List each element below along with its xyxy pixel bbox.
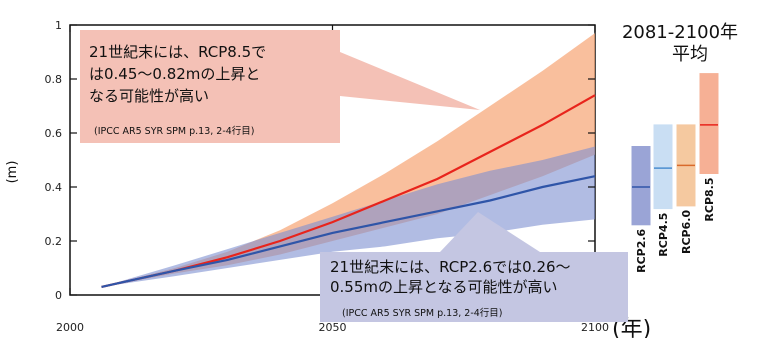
side-box-rcp45 [653,124,673,210]
x-axis-ticks: 2000 2050 2100 [56,25,609,334]
y-tick-label: 0.8 [45,73,63,86]
side-panel-subtitle: 平均 [672,44,708,65]
y-axis-ticks: 0 0.2 0.4 0.6 0.8 1 [45,19,595,302]
x-axis-label: (年) [612,317,651,338]
callout-rcp26-citation: (IPCC AR5 SYR SPM p.13, 2-4行目) [342,307,503,319]
x-tick-label: 2000 [56,321,84,334]
side-box-rcp85 [699,73,719,174]
callout-rcp85-line: は0.45～0.82mの上昇と [89,65,260,83]
side-panel-title: 2081-2100年 [622,22,738,43]
y-axis-label: (m) [5,161,20,184]
side-box-rcp26 [631,146,651,226]
callout-rcp85-line: 21世紀末には、RCP8.5で [89,43,266,61]
y-tick-label: 0.2 [45,235,63,248]
series-lines [101,94,596,288]
side-box-label: RCP2.6 [635,228,648,272]
y-tick-label: 0.4 [45,181,63,194]
callout-rcp26-shape [320,212,628,322]
line-rcp26 [101,175,596,288]
side-box-label: RCP6.0 [680,210,693,254]
side-box-label: RCP4.5 [657,213,670,257]
line-rcp85 [101,94,596,288]
callout-rcp85-shape [80,30,480,143]
y-tick-label: 1 [55,19,62,32]
x-tick-label: 2050 [319,321,347,334]
callout-rcp85-line: なる可能性が高い [89,87,209,105]
x-tick-label: 2100 [581,321,609,334]
y-tick-label: 0.6 [45,127,63,140]
callout-rcp26-line: 21世紀末には、RCP2.6では0.26～ [330,258,571,276]
callout-rcp85-citation: (IPCC AR5 SYR SPM p.13, 2-4行目) [94,125,255,137]
side-box-label: RCP8.5 [703,178,716,222]
y-tick-label: 0 [55,289,62,302]
callout-rcp26-line: 0.55mの上昇となる可能性が高い [330,278,558,296]
